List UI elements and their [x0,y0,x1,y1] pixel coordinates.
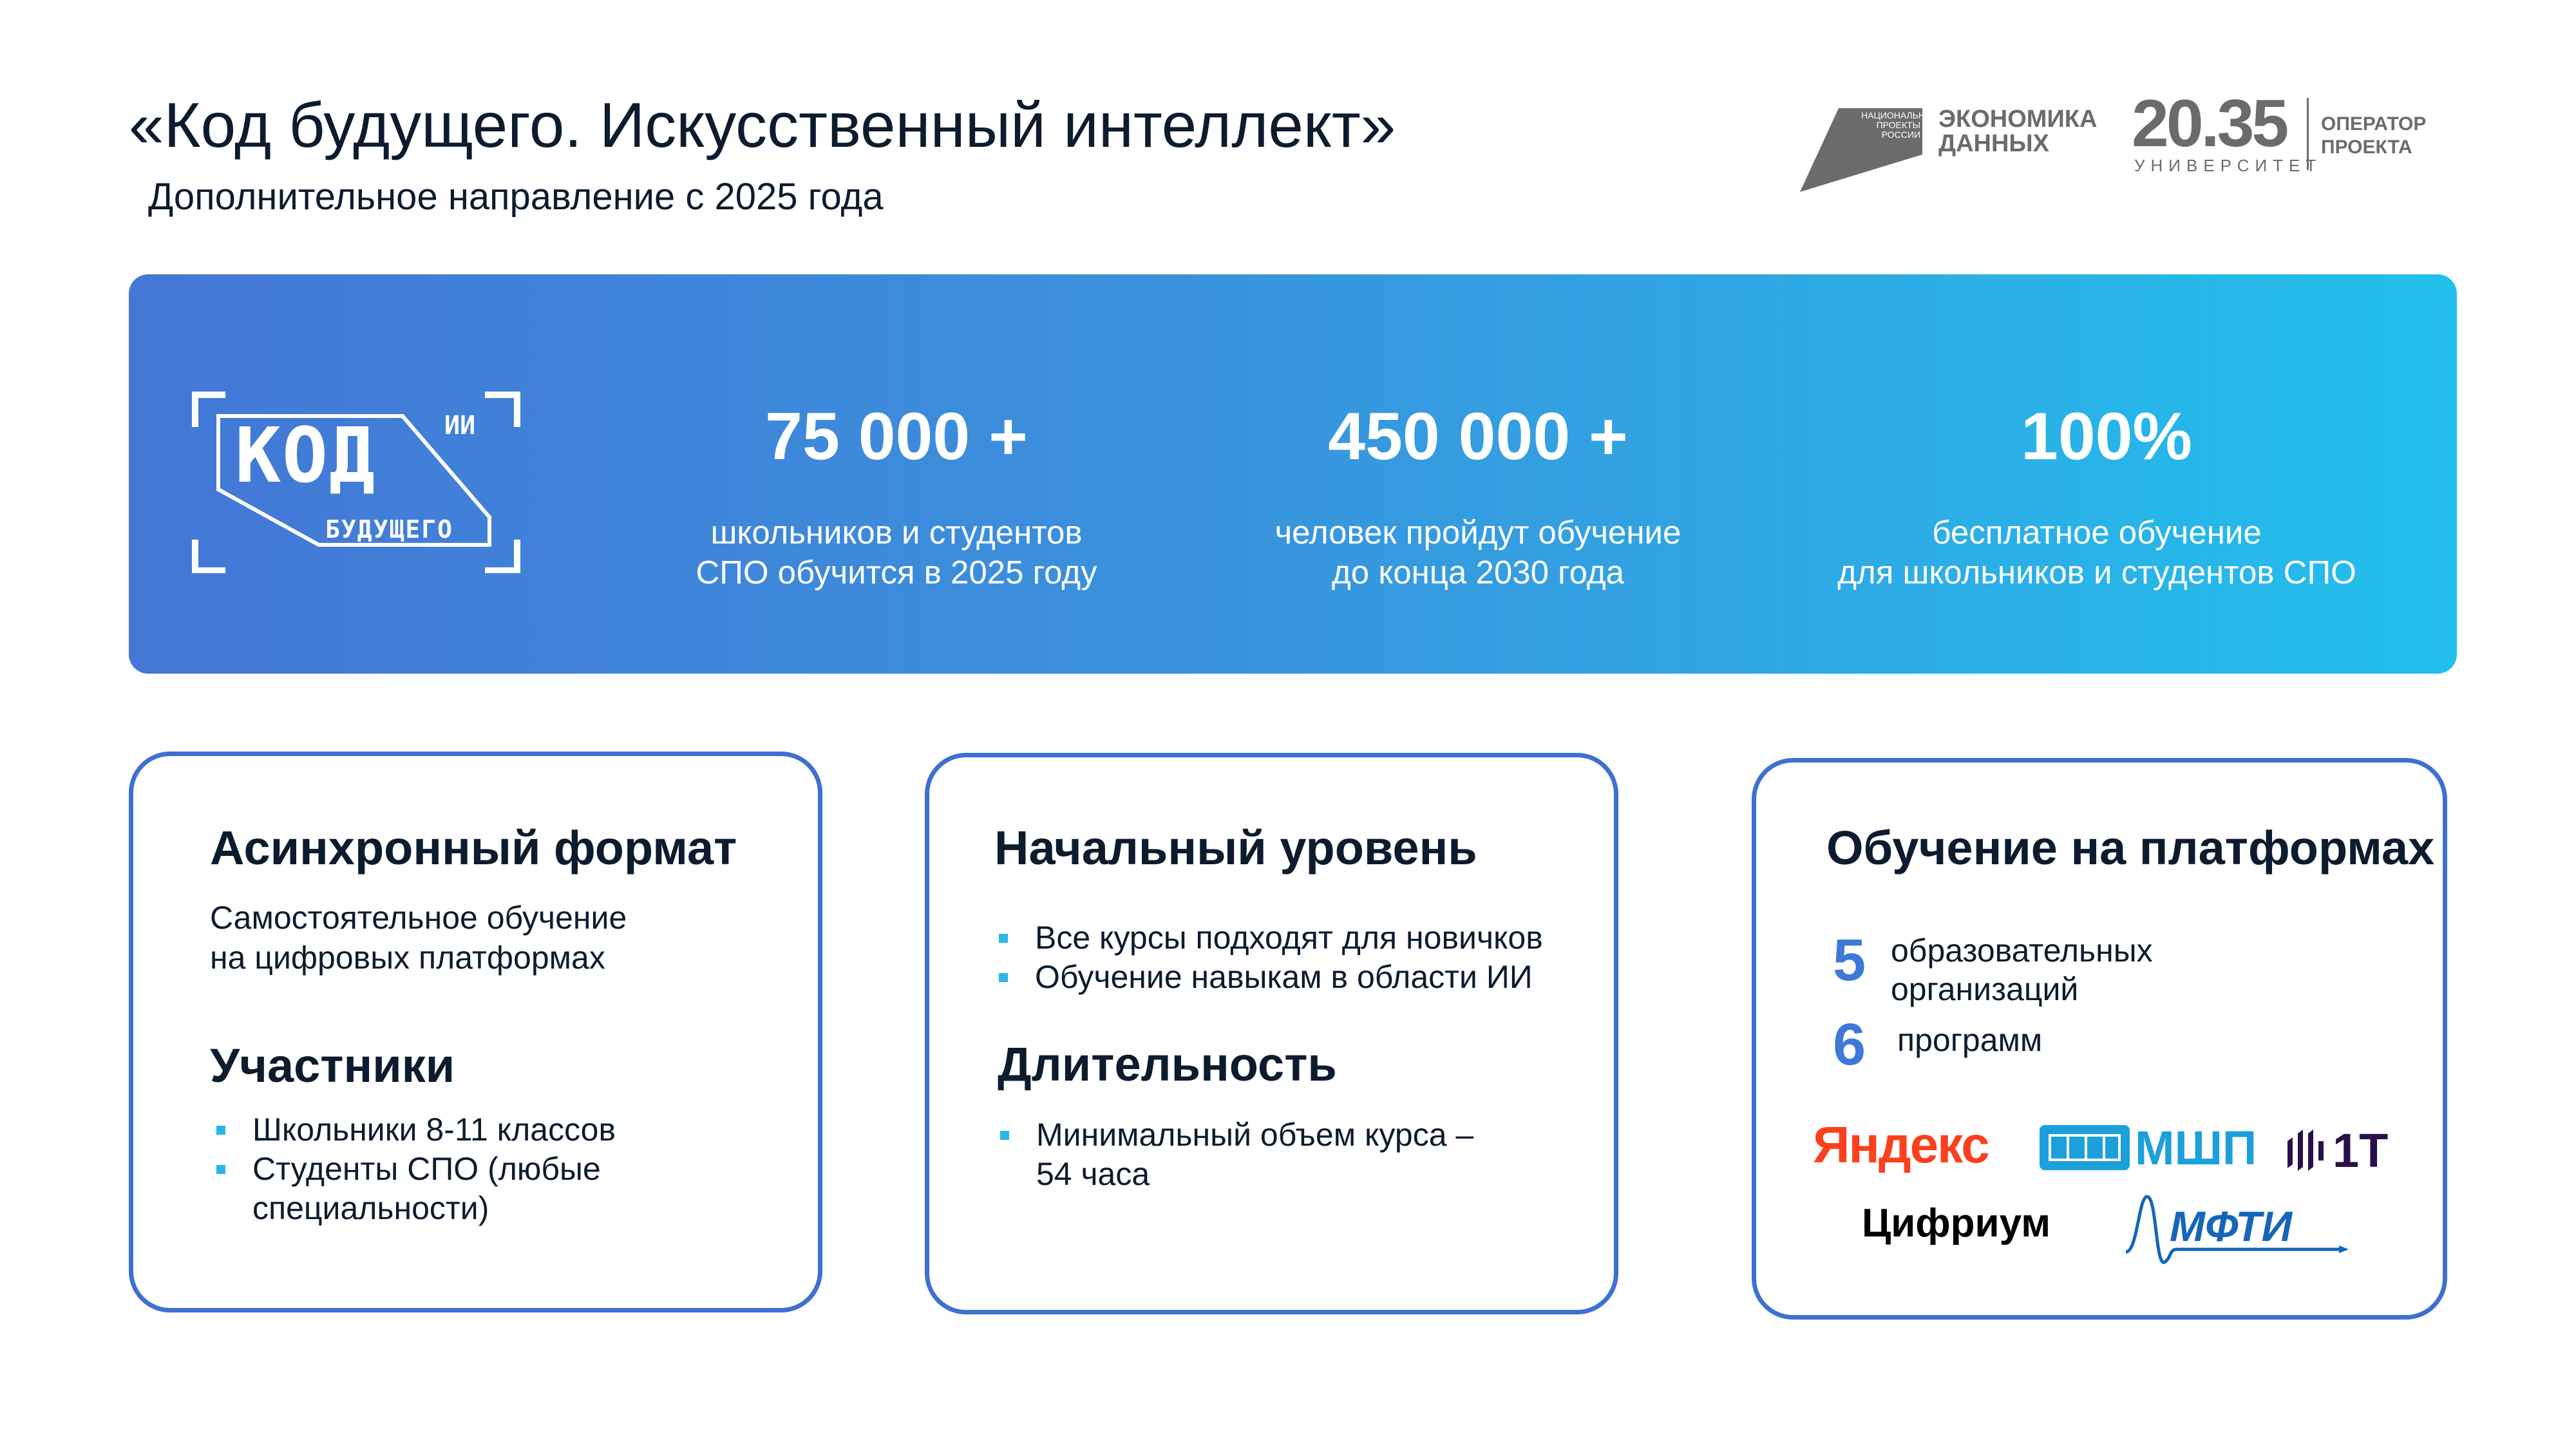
mipt-logo-text: МФТИ [2170,1202,2293,1250]
org-count: 5 [1833,927,1866,993]
level-list: Все курсы подходят для новичков Обучение… [999,918,1543,997]
list-item: Все курсы подходят для новичков [999,918,1543,958]
bullet-icon [216,1165,225,1174]
kod-budushchego-logo: КОД ИИ БУДУЩЕГО [190,392,520,573]
economy-logo: НАЦИОНАЛЬНЫЕ ПРОЕКТЫ РОССИИ ЭКОНОМИКА ДА… [1800,97,2097,193]
bullet-icon [216,1126,225,1135]
card-text: Самостоятельное обучение [210,900,627,936]
card-heading: Обучение на платформах [1826,821,2435,875]
cifrium-logo: Цифриум [1862,1201,2051,1245]
card-subheading: Участники [210,1039,455,1092]
card-async-format: Асинхронный формат Самостоятельное обуче… [129,752,822,1312]
operator-line1: ОПЕРАТОР [2321,113,2427,135]
list-item: Минимальный объем курса – [1000,1115,1473,1155]
program-count: 6 [1833,1012,1866,1077]
economy-line1: ЭКОНОМИКА [1938,106,2098,133]
bullet-icon [999,973,1008,982]
logo-main-text: КОД [235,411,377,500]
list-item: Студенты СПО (любые [216,1150,616,1189]
mshp-logo: МШП [2040,1121,2257,1175]
bullet-icon [1000,1131,1009,1140]
list-item: Школьники 8-11 классов [216,1110,616,1150]
university-number: 20.35 [2132,86,2289,161]
duration-list: Минимальный объем курса – 54 часа [1000,1115,1473,1194]
logo-superscript: ИИ [444,411,476,440]
national-projects-text: НАЦИОНАЛЬНЫЕ ПРОЕКТЫ РОССИИ [1861,110,1939,140]
stat-line: для школьников и студентов СПО [1837,554,2356,591]
logo-frame-icon [192,392,520,573]
page-subtitle: Дополнительное направление с 2025 года [148,176,884,218]
mshp-grid-icon [2040,1125,2130,1170]
stat-people: 450 000 + человек пройдут обучение до кон… [1156,403,1800,592]
economy-line2: ДАННЫХ [1938,130,2049,157]
yandex-logo: Яндекс [1813,1115,1990,1175]
university-2035-logo: 20.35 УНИВЕРСИТЕТ ОПЕРАТОР ПРОЕКТА [2132,90,2434,187]
stat-line: бесплатное обучение [1932,514,2262,551]
mshp-logo-text: МШП [2135,1121,2257,1175]
stat-line: человек пройдут обучение [1274,514,1681,551]
mipt-logo: МФТИ [2125,1195,2350,1267]
card-text: на цифровых платформах [210,940,605,976]
stat-value: 450 000 + [1328,399,1628,474]
card-subheading: Длительность [998,1037,1337,1091]
card-heading: Начальный уровень [994,821,1477,875]
page-title: «Код будущего. Искусственный интеллект» [129,90,1396,160]
yandex-logo-text: Яндекс [1813,1116,1990,1173]
logo-divider [2307,98,2309,170]
mipt-wave-icon [2125,1195,2349,1264]
stat-value: 100% [2021,399,2192,474]
stat-students: 75 000 + школьников и студентов СПО обучи… [574,403,1218,592]
bullet-icon [999,934,1008,943]
stat-line: школьников и студентов [710,514,1083,551]
stat-free: 100% бесплатное обучение для школьников и… [1775,403,2419,592]
national-projects-shape-icon [1800,108,1922,192]
card-platforms: Обучение на платформах 5 образовательных… [1752,758,2447,1320]
stat-value: 75 000 + [765,399,1028,474]
program-label: программ [1897,1022,2043,1058]
stat-description: школьников и студентов СПО обучится в 202… [574,513,1218,592]
list-item: 54 часа [1036,1156,1150,1192]
list-item: Обучение навыкам в области ИИ [999,958,1543,997]
stat-description: бесплатное обучение для школьников и студ… [1775,513,2419,592]
1t-logo: 1T [2281,1123,2388,1178]
org-label: образовательных [1891,933,2153,969]
stats-banner: КОД ИИ БУДУЩЕГО 75 000 + школьников и ст… [129,274,2457,674]
participants-list: Школьники 8-11 классов Студенты СПО (люб… [216,1110,616,1228]
stat-line: до конца 2030 года [1332,554,1624,591]
card-heading: Асинхронный формат [210,821,737,875]
logo-sub-text: БУДУЩЕГО [325,515,454,544]
stat-line: СПО обучится в 2025 году [696,554,1097,591]
list-item: специальности) [252,1190,489,1226]
1t-stripes-icon [2287,1129,2324,1171]
stat-description: человек пройдут обучение до конца 2030 го… [1156,513,1800,592]
card-initial-level: Начальный уровень Все курсы подходят для… [925,753,1618,1314]
org-label: организаций [1891,971,2079,1007]
1t-logo-text: 1T [2333,1124,2389,1177]
operator-line2: ПРОЕКТА [2321,137,2412,158]
university-label: УНИВЕРСИТЕТ [2134,156,2322,175]
